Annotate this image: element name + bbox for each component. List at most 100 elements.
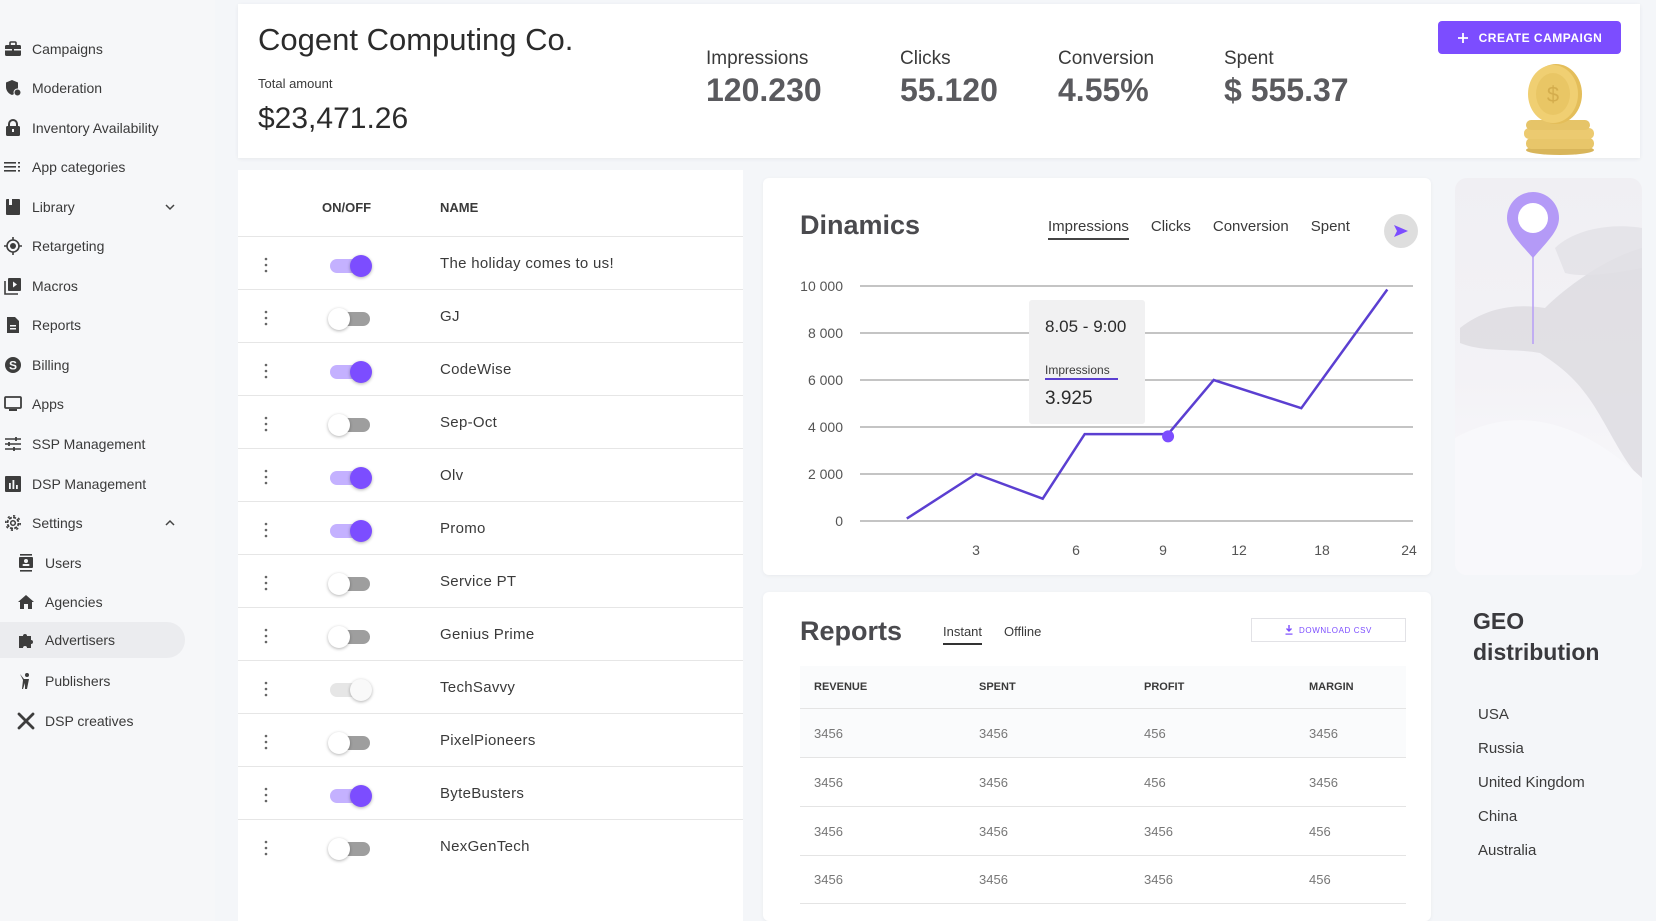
column-header[interactable]: MARGIN	[1309, 681, 1354, 693]
tab-impressions[interactable]: Impressions	[1048, 218, 1129, 240]
sidebar-item-reports[interactable]: Reports	[0, 307, 195, 343]
geo-country-item[interactable]: China	[1478, 808, 1518, 825]
table-cell: 3456	[1144, 872, 1173, 887]
sidebar-item-users[interactable]: Users	[0, 545, 195, 581]
table-cell: 3456	[979, 823, 1008, 839]
total-amount-value: $23,471.26	[258, 102, 409, 135]
campaign-name[interactable]: ByteBusters	[440, 785, 525, 802]
kebab-menu-icon[interactable]	[262, 573, 270, 593]
geo-title-line: GEO	[1473, 608, 1525, 634]
campaign-name[interactable]: CodeWise	[440, 361, 512, 378]
kebab-menu-icon[interactable]	[262, 520, 270, 540]
sidebar-item-label: Apps	[32, 396, 64, 412]
campaign-row[interactable]: NexGenTech	[238, 819, 743, 875]
kebab-menu-icon[interactable]	[262, 414, 270, 434]
campaign-name[interactable]: Promo	[440, 520, 486, 537]
sidebar-item-settings[interactable]: Settings	[0, 505, 195, 541]
campaign-row[interactable]: Promo	[238, 501, 743, 557]
column-header-name[interactable]: NAME	[440, 200, 479, 215]
campaign-toggle[interactable]	[330, 520, 372, 542]
column-header[interactable]: PROFIT	[1144, 681, 1185, 693]
chevron-down-icon[interactable]	[163, 200, 177, 214]
campaign-name[interactable]: NexGenTech	[440, 838, 530, 855]
next-button[interactable]	[1384, 214, 1418, 248]
sidebar-item-advertisers[interactable]: Advertisers	[0, 622, 185, 658]
sidebar-item-billing[interactable]: S Billing	[0, 347, 195, 383]
campaign-row[interactable]: Olv	[238, 448, 743, 504]
sidebar-item-app-categories[interactable]: App categories	[0, 149, 195, 185]
campaign-row[interactable]: GJ	[238, 289, 743, 345]
column-header[interactable]: SPENT	[979, 681, 1016, 693]
sidebar-item-inventory-availability[interactable]: Inventory Availability	[0, 110, 195, 146]
campaign-row[interactable]: Service PT	[238, 554, 743, 610]
kebab-menu-icon[interactable]	[262, 467, 270, 487]
tab-offline[interactable]: Offline	[1004, 624, 1042, 639]
campaign-toggle[interactable]	[328, 414, 370, 436]
campaign-toggle[interactable]	[330, 255, 372, 277]
campaign-toggle[interactable]	[330, 467, 372, 489]
campaign-name[interactable]: Service PT	[440, 573, 517, 590]
campaign-toggle[interactable]	[328, 838, 370, 860]
kebab-menu-icon[interactable]	[262, 255, 270, 275]
tab-instant[interactable]: Instant	[943, 624, 983, 645]
lock-icon	[3, 118, 23, 138]
kebab-menu-icon[interactable]	[262, 308, 270, 328]
campaign-row[interactable]: Sep-Oct	[238, 395, 743, 451]
campaign-toggle[interactable]	[328, 732, 370, 754]
sidebar-item-campaigns[interactable]: Campaigns	[0, 31, 195, 67]
tab-clicks[interactable]: Clicks	[1150, 218, 1191, 235]
download-csv-button[interactable]: DOWNLOAD CSV	[1251, 618, 1406, 642]
campaign-toggle[interactable]	[328, 626, 370, 648]
sidebar-item-publishers[interactable]: Publishers	[0, 663, 195, 699]
column-header-onoff[interactable]: ON/OFF	[322, 200, 372, 215]
y-tick-label: 8 000	[808, 325, 843, 341]
campaign-toggle[interactable]	[330, 785, 372, 807]
tab-conversion[interactable]: Conversion	[1212, 218, 1289, 235]
campaign-row[interactable]: CodeWise	[238, 342, 743, 398]
column-header[interactable]: REVENUE	[814, 681, 868, 693]
kebab-menu-icon[interactable]	[262, 679, 270, 699]
tab-spent[interactable]: Spent	[1310, 218, 1350, 235]
kebab-menu-icon[interactable]	[262, 361, 270, 381]
geo-country-item[interactable]: Australia	[1478, 842, 1537, 859]
campaign-toggle[interactable]	[328, 308, 370, 330]
sidebar-item-apps[interactable]: Apps	[0, 386, 195, 422]
sidebar-item-moderation[interactable]: Moderation	[0, 70, 195, 106]
sidebar-item-ssp-management[interactable]: SSP Management	[0, 426, 195, 462]
campaign-name[interactable]: Sep-Oct	[440, 414, 498, 431]
campaign-row[interactable]: Genius Prime	[238, 607, 743, 663]
highlight-point[interactable]	[1162, 430, 1175, 443]
kebab-menu-icon[interactable]	[262, 785, 270, 805]
kebab-menu-icon[interactable]	[262, 838, 270, 858]
reports-card: Reports Instant Offline DOWNLOAD CSV REV…	[763, 592, 1431, 921]
campaign-name[interactable]: PixelPioneers	[440, 732, 536, 749]
campaign-name[interactable]: The holiday comes to us!	[440, 255, 614, 272]
campaign-row[interactable]: TechSavvy	[238, 660, 743, 716]
sidebar-item-dsp-management[interactable]: DSP Management	[0, 466, 195, 502]
sidebar-item-library[interactable]: Library	[0, 189, 195, 225]
campaign-name[interactable]: TechSavvy	[440, 679, 516, 696]
chevron-up-icon[interactable]	[163, 516, 177, 530]
company-name: Cogent Computing Co.	[258, 22, 574, 57]
sidebar-item-macros[interactable]: Macros	[0, 268, 195, 304]
kebab-menu-icon[interactable]	[262, 626, 270, 646]
campaign-toggle[interactable]	[330, 361, 372, 383]
geo-country-item[interactable]: USA	[1478, 706, 1509, 723]
geo-country-item[interactable]: United Kingdom	[1478, 774, 1585, 791]
campaign-name[interactable]: Olv	[440, 467, 464, 484]
geo-country-item[interactable]: Russia	[1478, 740, 1524, 757]
campaign-toggle[interactable]	[330, 679, 372, 701]
sidebar-item-agencies[interactable]: Agencies	[0, 584, 195, 620]
monitor-icon	[3, 394, 23, 414]
campaign-name[interactable]: Genius Prime	[440, 626, 535, 643]
sidebar-item-retargeting[interactable]: Retargeting	[0, 228, 195, 264]
create-campaign-button[interactable]: CREATE CAMPAIGN	[1438, 21, 1621, 54]
sidebar-item-dsp-creatives[interactable]: DSP creatives	[0, 703, 195, 739]
campaign-row[interactable]: ByteBusters	[238, 766, 743, 822]
target-icon	[3, 236, 23, 256]
campaign-row[interactable]: The holiday comes to us!	[238, 236, 743, 292]
campaign-name[interactable]: GJ	[440, 308, 460, 325]
campaign-row[interactable]: PixelPioneers	[238, 713, 743, 769]
kebab-menu-icon[interactable]	[262, 732, 270, 752]
campaign-toggle[interactable]	[328, 573, 370, 595]
